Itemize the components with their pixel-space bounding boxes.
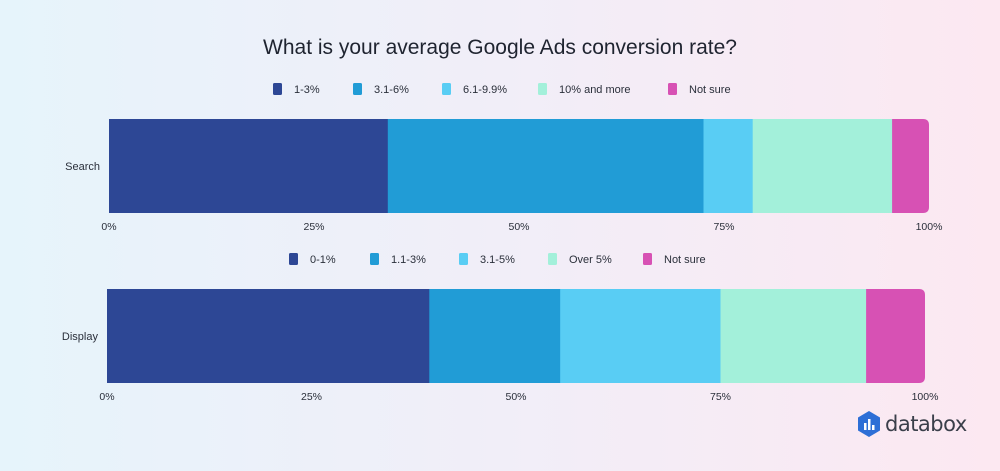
x-tick-label: 50% bbox=[508, 221, 529, 233]
bar-segment bbox=[866, 289, 925, 383]
legend-label: Not sure bbox=[689, 84, 731, 96]
category-label: Display bbox=[62, 331, 99, 343]
x-tick-label: 75% bbox=[710, 391, 731, 403]
x-tick-label: 0% bbox=[99, 391, 114, 403]
brand-name: databox bbox=[885, 412, 967, 436]
databox-logo-icon bbox=[858, 411, 880, 437]
legend-swatch bbox=[442, 83, 451, 95]
legend-swatch bbox=[370, 253, 379, 265]
legend-swatch bbox=[538, 83, 547, 95]
bar-segment bbox=[703, 119, 754, 213]
legend-label: Over 5% bbox=[569, 254, 612, 266]
bar-segment bbox=[560, 289, 721, 383]
x-tick-label: 25% bbox=[301, 391, 322, 403]
databox-logo: databox bbox=[858, 411, 967, 437]
bar-segment bbox=[752, 119, 893, 213]
x-tick-label: 100% bbox=[916, 221, 943, 233]
legend-swatch bbox=[273, 83, 282, 95]
x-tick-label: 50% bbox=[505, 391, 526, 403]
legend-label: 3.1-6% bbox=[374, 84, 409, 96]
legend-swatch bbox=[353, 83, 362, 95]
legend-label: 0-1% bbox=[310, 254, 336, 266]
legend-label: Not sure bbox=[664, 254, 706, 266]
chart-title: What is your average Google Ads conversi… bbox=[263, 36, 737, 59]
bar-segment bbox=[387, 119, 704, 213]
bar-segment bbox=[892, 119, 929, 213]
legend-swatch bbox=[668, 83, 677, 95]
x-tick-label: 100% bbox=[912, 391, 939, 403]
bar-segment bbox=[109, 119, 389, 213]
x-tick-label: 25% bbox=[303, 221, 324, 233]
legend-label: 6.1-9.9% bbox=[463, 84, 507, 96]
bar-segment bbox=[107, 289, 430, 383]
x-tick-label: 75% bbox=[713, 221, 734, 233]
legend-swatch bbox=[459, 253, 468, 265]
legend-label: 10% and more bbox=[559, 84, 631, 96]
x-tick-label: 0% bbox=[101, 221, 116, 233]
legend-label: 1-3% bbox=[294, 84, 320, 96]
legend-swatch bbox=[289, 253, 298, 265]
legend-label: 3.1-5% bbox=[480, 254, 515, 266]
bar-segment bbox=[429, 289, 561, 383]
category-label: Search bbox=[65, 161, 100, 173]
bar-segment bbox=[720, 289, 867, 383]
legend-swatch bbox=[643, 253, 652, 265]
legend-swatch bbox=[548, 253, 557, 265]
legend-label: 1.1-3% bbox=[391, 254, 426, 266]
